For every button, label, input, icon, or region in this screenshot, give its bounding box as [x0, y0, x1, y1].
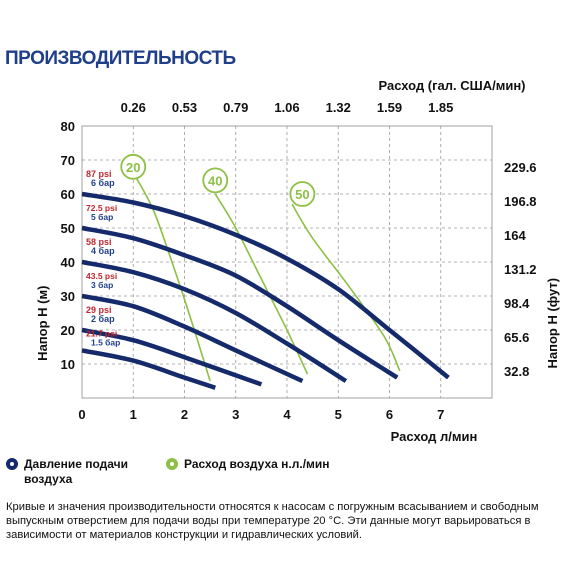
- y2-tick-label: 32.8: [504, 364, 529, 379]
- green-ring-icon: [166, 458, 178, 470]
- bar-label: 3 бар: [91, 280, 113, 290]
- x-tick-label: 2: [181, 407, 188, 422]
- x-tick-label: 0: [78, 407, 85, 422]
- psi-label: 87 psi: [86, 169, 112, 179]
- y-tick-label: 20: [61, 323, 75, 338]
- dark-ring-icon: [6, 458, 18, 470]
- page-title: ПРОИЗВОДИТЕЛЬНОСТЬ: [5, 48, 236, 69]
- air-flow-badge: [289, 181, 316, 207]
- x-tick-label: 3: [232, 407, 239, 422]
- air-flow-badge-label: 20: [126, 160, 140, 175]
- air-flow-curve-50: [291, 203, 401, 372]
- air-flow-badge-label: 40: [208, 173, 222, 188]
- x2-tick-label: 1.59: [377, 100, 402, 115]
- legend-pressure-label: Давление подачи воздуха: [24, 457, 128, 486]
- y2-tick-label: 65.6: [504, 330, 529, 345]
- air-flow-badge: [202, 167, 229, 194]
- bar-label: 6 бар: [91, 178, 115, 188]
- air-flow-badges: 20 40 50: [120, 153, 316, 207]
- bar-label: 1.5 бар: [91, 337, 120, 347]
- y2-tick-label: 98.4: [504, 296, 530, 311]
- bar-label: 4 бар: [91, 246, 115, 256]
- x2-tick-label: 0.53: [172, 100, 197, 115]
- y-tick-label: 80: [61, 119, 75, 134]
- legend-airflow-label: Расход воздуха н.л./мин: [184, 457, 330, 471]
- bar-label: 2 бар: [91, 314, 115, 324]
- x-tick-label: 4: [283, 407, 291, 422]
- x-tick-label: 7: [437, 407, 444, 422]
- x2-tick-label: 0.26: [121, 100, 146, 115]
- pump-curves: [81, 191, 450, 390]
- bar-label: 5 бар: [91, 212, 113, 222]
- pump-curve: [81, 191, 450, 380]
- air-flow-curves: [135, 176, 401, 382]
- y2-tick-label: 229.6: [504, 160, 537, 175]
- pump-curve: [81, 327, 263, 387]
- x-tick-label: 6: [386, 407, 393, 422]
- air-flow-curve-20: [135, 176, 211, 382]
- psi-label: 21.7 psi: [86, 328, 117, 338]
- x-tick-label: 1: [130, 407, 137, 422]
- psi-label: 43.5 psi: [86, 271, 117, 281]
- air-flow-curve-40: [214, 193, 309, 375]
- pump-curve: [81, 348, 216, 390]
- x2-tick-label: 1.32: [326, 100, 351, 115]
- performance-chart: 0 1 2 3 4 5 6 7 10 20 30 40 50 60 70 80 0.26 0.53 0.79 1.06…: [35, 78, 560, 444]
- y-tick-label: 60: [61, 187, 75, 202]
- x-tick-label: 5: [335, 407, 342, 422]
- y-tick-label: 10: [61, 357, 75, 372]
- psi-label: 72.5 psi: [86, 203, 117, 213]
- x-axis-title: Расход л/мин: [391, 429, 478, 444]
- psi-label: 58 psi: [86, 237, 112, 247]
- pump-curve: [81, 225, 399, 380]
- pump-curve: [81, 293, 304, 384]
- x2-tick-label: 0.79: [223, 100, 248, 115]
- y-tick-label: 70: [61, 153, 75, 168]
- footnote: Кривые и значения производительности отн…: [6, 501, 539, 541]
- psi-label: 29 psi: [86, 305, 112, 315]
- pump-curve: [81, 259, 348, 383]
- y-tick-label: 50: [61, 221, 75, 236]
- y2-tick-label: 196.8: [504, 194, 537, 209]
- y2-axis-title: Напор Н (фут): [545, 278, 560, 369]
- air-flow-badge: [120, 153, 147, 180]
- axes: 0 1 2 3 4 5 6 7 10 20 30 40 50 60 70 80 0.26 0.53 0.79 1.06…: [35, 78, 560, 444]
- y-tick-label: 40: [61, 255, 75, 270]
- x2-tick-label: 1.06: [274, 100, 299, 115]
- x2-tick-label: 1.85: [428, 100, 453, 115]
- y2-tick-label: 164: [504, 228, 526, 243]
- air-flow-badge-label: 50: [295, 187, 309, 202]
- y-tick-label: 30: [61, 289, 75, 304]
- y-axis-title: Напор Н (м): [35, 286, 50, 361]
- y2-tick-label: 131.2: [504, 262, 537, 277]
- x2-axis-title: Расход (гал. США/мин): [378, 78, 525, 93]
- legend-pressure: Давление подачи воздуха: [6, 457, 142, 487]
- legend-airflow: Расход воздуха н.л./мин: [166, 457, 330, 472]
